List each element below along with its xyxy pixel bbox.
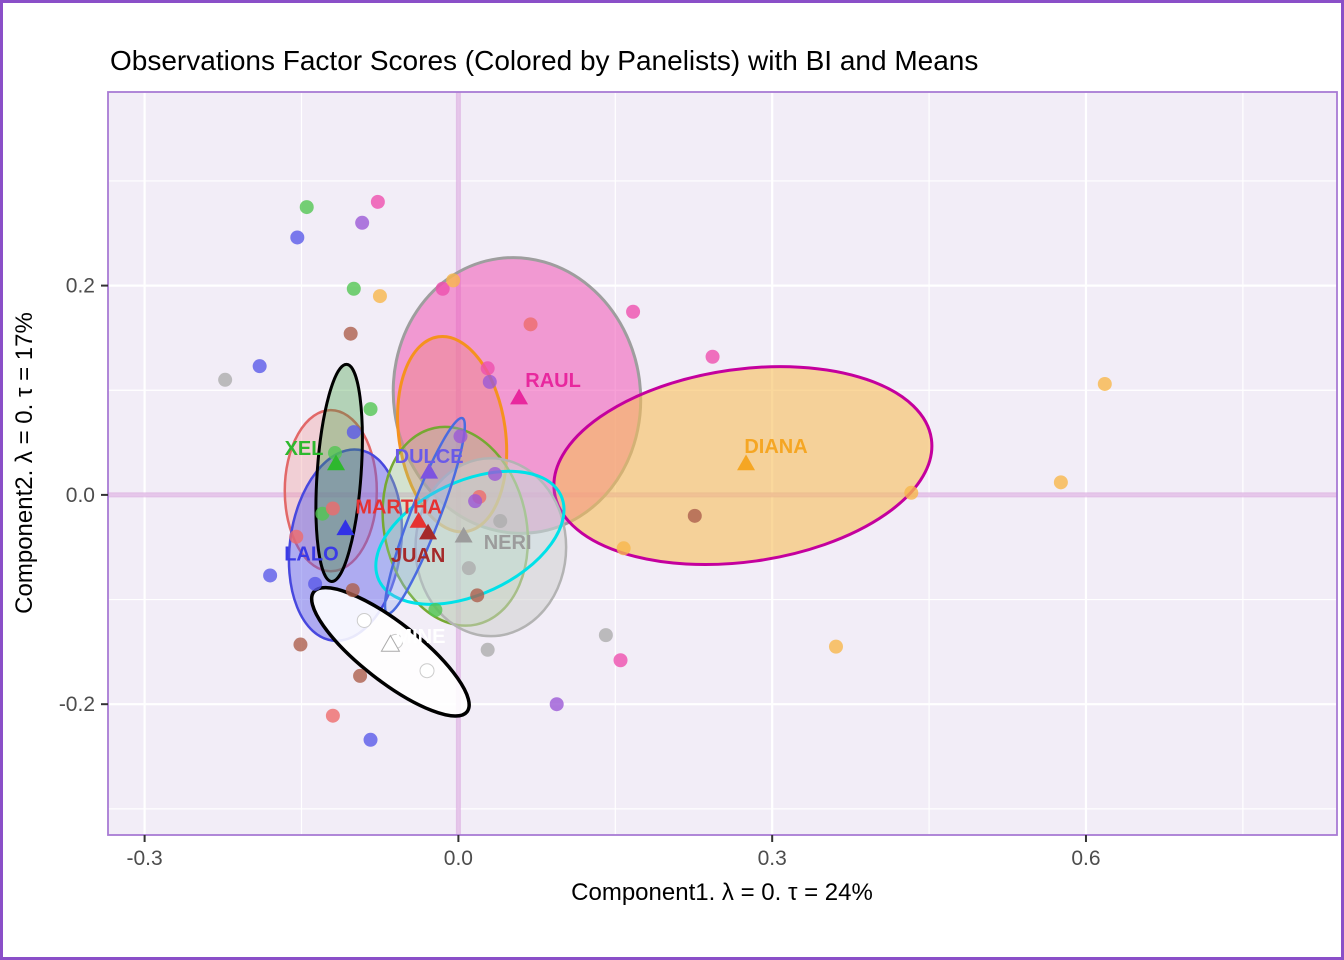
- confidence-ellipse: [414, 457, 568, 638]
- scatter-point-juan: [343, 326, 358, 341]
- confidence-ellipse: [314, 362, 364, 583]
- scatter-point-dulce: [549, 697, 564, 712]
- scatter-point-xel: [299, 200, 314, 215]
- scatter-point-xel: [315, 506, 330, 521]
- scatter-point-martha: [325, 501, 340, 516]
- chart-title: Observations Factor Scores (Colored by P…: [110, 45, 978, 76]
- scatter-point-lalo: [363, 732, 378, 747]
- scatter-point-martha: [289, 529, 304, 544]
- scatter-point-diana: [1053, 475, 1068, 490]
- scatter-point-dulce: [482, 374, 497, 389]
- y-axis-tick-label: 0.0: [66, 484, 95, 507]
- scatter-point-diana: [446, 273, 461, 288]
- mean-triangle-neri: [454, 526, 473, 543]
- scatter-point-dulce: [453, 429, 468, 444]
- scatter-point-lalo: [346, 425, 361, 440]
- mean-label-juan: JUAN: [391, 545, 445, 567]
- mean-triangle-martha: [409, 512, 428, 528]
- scatter-point-neri: [598, 628, 613, 643]
- scatter-point-juan: [345, 583, 360, 598]
- x-axis-title: Component1. λ = 0. τ = 24%: [571, 879, 873, 906]
- x-axis-tick-label: 0.6: [1071, 847, 1100, 870]
- mean-triangle-raul: [510, 388, 529, 405]
- scatter-point-diana: [616, 541, 631, 556]
- scatter-point-diana: [1097, 376, 1112, 391]
- scatter-point-diana: [828, 639, 843, 654]
- mean-triangle-mine: [380, 634, 401, 652]
- mean-triangle-diana: [737, 454, 756, 471]
- mean-triangle-xel: [327, 454, 346, 471]
- y-axis-title: Component2. λ = 0. τ = 17%: [11, 312, 38, 614]
- scatter-point-juan: [470, 588, 485, 603]
- scatter-point-lalo: [252, 359, 267, 374]
- mean-label-dulce: DULCE: [395, 446, 464, 468]
- scatter-point-xel: [428, 603, 443, 618]
- scatter-point-raul: [370, 194, 385, 209]
- scatter-point-neri: [218, 372, 233, 387]
- scatter-point-diana: [372, 289, 387, 304]
- scatter-point-diana: [904, 485, 919, 500]
- scatter-point-martha: [523, 317, 538, 332]
- scatter-point-xel: [363, 402, 378, 417]
- mean-label-martha: MARTHA: [355, 496, 442, 518]
- scatter-point-dulce: [468, 494, 483, 509]
- scatter-point-lalo: [308, 576, 323, 591]
- mean-label-xel: XEL: [285, 438, 324, 460]
- mean-label-neri: NERI: [484, 532, 532, 554]
- x-axis-tick-label: -0.3: [127, 847, 163, 870]
- mean-triangle-juan: [419, 523, 438, 540]
- scatter-point-raul: [613, 653, 628, 668]
- scatter-point-neri: [493, 514, 508, 529]
- mean-triangle-lalo: [336, 519, 355, 536]
- confidence-ellipse: [309, 585, 471, 718]
- scatter-point-raul: [626, 304, 641, 319]
- x-axis-tick-label: 0.3: [758, 847, 787, 870]
- mean-label-raul: RAUL: [525, 370, 581, 392]
- scatter-point-xel: [346, 281, 361, 296]
- scatter-point-raul: [705, 349, 720, 364]
- mean-label-mine: MINE: [395, 626, 445, 648]
- scatter-point-xel: [327, 446, 342, 461]
- panel-border: [107, 91, 1338, 836]
- mean-label-lalo: LALO: [284, 544, 338, 566]
- scatter-point-juan: [353, 668, 368, 683]
- scatter-point-martha: [325, 708, 340, 723]
- y-axis-tick-label: -0.2: [59, 693, 95, 716]
- x-axis-tick-label: 0.0: [444, 847, 473, 870]
- scatter-point-neri: [480, 642, 495, 657]
- scatter-point-mine: [419, 663, 435, 679]
- scatter-point-lalo: [263, 568, 278, 583]
- mean-triangle-dulce: [420, 462, 439, 479]
- y-axis-tick-label: 0.2: [66, 275, 95, 298]
- scatter-point-lalo: [290, 230, 305, 245]
- scatter-point-mine: [356, 612, 372, 628]
- scatter-point-juan: [687, 508, 702, 523]
- scatter-point-neri: [461, 561, 476, 576]
- scatter-point-raul: [480, 361, 495, 376]
- mean-label-diana: DIANA: [744, 436, 807, 458]
- scatter-point-raul: [435, 281, 450, 296]
- scatter-point-juan: [293, 637, 308, 652]
- scatter-point-dulce: [355, 215, 370, 230]
- scatter-point-dulce: [488, 466, 503, 481]
